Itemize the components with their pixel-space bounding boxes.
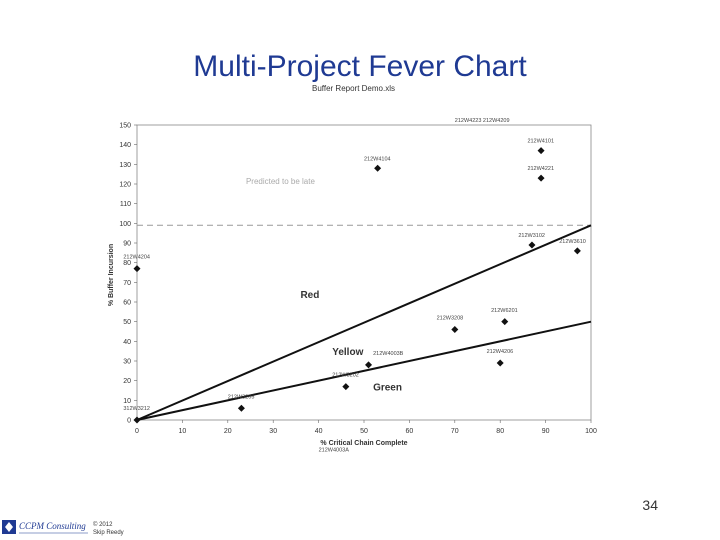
y-tick-label: 100 <box>119 221 131 228</box>
data-point <box>537 174 545 182</box>
x-tick-label: 20 <box>224 428 232 435</box>
x-tick-label: 40 <box>315 428 323 435</box>
copyright-notice: © 2012 Skip Reedy <box>93 521 124 537</box>
y-tick-label: 50 <box>123 319 131 326</box>
plot-area <box>136 124 592 421</box>
point-label: 212W4104 <box>364 156 391 162</box>
y-tick-label: 40 <box>123 339 131 346</box>
axes: 0 10 20 30 40 50 60 70 80 90 100 0 10 20 30 40 50 60 70 80 9… <box>119 123 597 436</box>
chart-title: Buffer Report Demo.xls <box>312 84 395 93</box>
y-axis-label: % Buffer Incursion <box>108 244 115 306</box>
data-point <box>501 318 509 326</box>
x-tick-label: 50 <box>360 428 368 435</box>
y-tick-label: 10 <box>123 398 131 405</box>
point-label: 212W6201 <box>491 308 518 314</box>
svg-text:CCPM Consulting: CCPM Consulting <box>19 521 86 531</box>
point-label: 212W4204 <box>123 255 150 261</box>
y-tick-label: 150 <box>119 123 131 130</box>
point-labels: 312W3212 212W4204 212W3205 212W3202 212W4003… <box>123 118 585 453</box>
data-point <box>451 326 459 334</box>
data-point <box>537 147 545 155</box>
point-label: 212W4003B <box>373 351 404 357</box>
y-tick-label: 0 <box>127 418 131 425</box>
zone-label-green: Green <box>373 383 402 394</box>
point-label: 312W3212 <box>123 406 150 412</box>
data-points <box>133 147 581 424</box>
y-tick-label: 90 <box>123 241 131 248</box>
y-tick-label: 30 <box>123 359 131 366</box>
x-tick-label: 30 <box>269 428 277 435</box>
x-tick-label: 90 <box>542 428 550 435</box>
zone-label-red: Red <box>300 290 319 301</box>
y-tick-label: 70 <box>123 280 131 287</box>
point-label: 212W3208 <box>437 316 464 322</box>
page-number: 34 <box>642 497 658 513</box>
y-tick-label: 120 <box>119 182 131 189</box>
x-tick-label: 0 <box>135 428 139 435</box>
data-point <box>365 361 373 369</box>
slide-title: Multi-Project Fever Chart <box>193 50 527 83</box>
point-label: 212W3202 <box>332 373 359 379</box>
y-tick-label: 60 <box>123 300 131 307</box>
point-label: 212W4003A <box>319 447 350 453</box>
x-tick-label: 70 <box>451 428 459 435</box>
y-tick-label: 110 <box>120 201 131 208</box>
x-axis-label: % Critical Chain Complete <box>320 440 407 447</box>
data-point <box>573 247 581 255</box>
company-logo: CCPM Consulting <box>2 520 88 534</box>
x-tick-label: 100 <box>585 428 597 435</box>
data-point <box>496 359 504 367</box>
y-tick-label: 130 <box>119 162 131 169</box>
x-tick-label: 10 <box>179 428 187 435</box>
data-point <box>133 416 141 424</box>
data-point <box>374 164 382 172</box>
data-point <box>133 265 141 273</box>
point-label: 212W3610 <box>559 239 586 245</box>
data-point <box>237 404 245 412</box>
x-tick-label: 80 <box>496 428 504 435</box>
zone-label-yellow: Yellow <box>332 347 363 358</box>
predicted-late-label: Predicted to be late <box>246 177 315 186</box>
point-label: 212W4221 <box>527 166 554 172</box>
point-label: 212W4206 <box>487 349 514 355</box>
x-tick-label: 60 <box>406 428 414 435</box>
copyright-author: Skip Reedy <box>93 530 124 536</box>
point-label: 212W3205 <box>228 394 255 400</box>
point-label: 212W4101 <box>527 139 554 145</box>
y-tick-label: 80 <box>123 260 131 267</box>
y-tick-label: 20 <box>123 378 131 385</box>
data-point <box>528 241 536 249</box>
y-tick-label: 140 <box>119 142 131 149</box>
zone-lines: Red Yellow Green Predicted to be late <box>136 177 592 421</box>
copyright-year: © 2012 <box>93 522 113 528</box>
zone-line-yellow <box>136 320 592 421</box>
zone-line-red <box>136 224 592 421</box>
point-label: 212W3102 <box>518 233 545 239</box>
data-point <box>342 383 350 391</box>
point-label: 212W4223 212W4209 <box>455 118 510 124</box>
